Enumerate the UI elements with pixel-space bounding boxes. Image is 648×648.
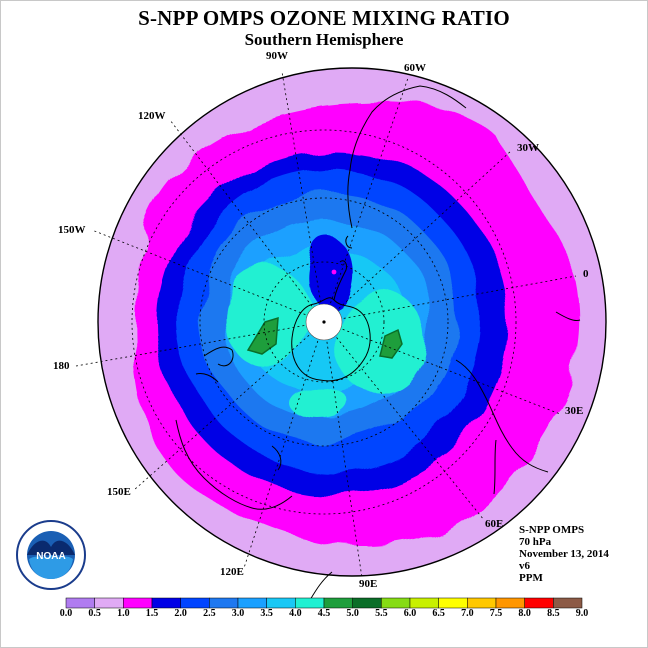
colorbar-swatch xyxy=(237,597,267,609)
tierra-del-fuego xyxy=(345,235,353,249)
lon-label-120w: 120W xyxy=(138,110,166,122)
colorbar-swatch xyxy=(209,597,239,609)
lon-label-150e: 150E xyxy=(107,486,131,498)
colorbar-tick-label: 5.5 xyxy=(375,608,388,619)
colorbar-tick-label: 3.5 xyxy=(260,608,273,619)
colorbar-swatch xyxy=(438,597,468,609)
australia-coast xyxy=(175,419,293,510)
contour-4.0-4.5-east xyxy=(336,292,428,396)
colorbar-swatch xyxy=(352,597,382,609)
south-africa-tip xyxy=(555,311,581,321)
colorbar-swatch xyxy=(94,597,124,609)
maximum-east xyxy=(379,328,403,359)
colorbar-tick-label: 8.5 xyxy=(547,608,560,619)
coastlines xyxy=(175,85,581,601)
lon-label-30w: 30W xyxy=(517,142,539,154)
info-version: v6 xyxy=(519,560,530,572)
colorbar-tick-label: 4.0 xyxy=(289,608,302,619)
colorbar-swatch xyxy=(65,597,95,609)
south-pole-marker xyxy=(322,320,326,324)
graticule xyxy=(75,71,577,579)
colorbar-tick-label: 3.0 xyxy=(231,608,245,619)
colorbar-tick-label: 1.0 xyxy=(117,608,130,619)
madagascar xyxy=(493,439,497,495)
map-subtitle: Southern Hemisphere xyxy=(244,30,404,49)
noaa-logo: NOAA xyxy=(15,519,87,591)
colorbar-tick-label: 5.0 xyxy=(346,608,359,619)
lon-label-30e: 30E xyxy=(565,405,584,417)
lon-label-60e: 60E xyxy=(485,518,504,530)
info-date: November 13, 2014 xyxy=(519,548,609,560)
new-zealand-south xyxy=(203,346,234,367)
colorbar-tick-label: 7.0 xyxy=(461,608,474,619)
colorbar-swatch xyxy=(524,597,554,609)
colorbar-tick-label: 2.0 xyxy=(174,608,187,619)
lon-label-60w: 60W xyxy=(404,62,426,74)
ozone-hole-core xyxy=(308,239,353,309)
colorbar-swatch xyxy=(180,597,210,609)
colorbar-swatch xyxy=(381,597,411,609)
noaa-logo-text: NOAA xyxy=(36,551,65,562)
colorbar-swatch xyxy=(266,597,296,609)
colorbar-tick-label: 0.0 xyxy=(59,608,73,619)
colorbar-swatch xyxy=(295,597,325,609)
colorbar-swatch xyxy=(123,597,153,609)
info-level: 70 hPa xyxy=(519,536,552,548)
contour-4.0-4.5-west xyxy=(224,268,312,368)
lon-label-90e: 90E xyxy=(359,578,378,590)
colorbar-tick-label: 6.5 xyxy=(432,608,445,619)
lon-label-90w: 90W xyxy=(266,50,288,62)
maximum-west xyxy=(246,316,279,355)
colorbar-tick-label: 4.5 xyxy=(317,608,331,619)
map-boundary xyxy=(97,67,607,577)
colorbar-swatch xyxy=(495,597,525,609)
tasmania xyxy=(271,445,282,471)
info-units: PPM xyxy=(519,572,543,584)
africa-coast xyxy=(455,359,549,473)
colorbar-tick-label: 0.5 xyxy=(88,608,101,619)
colorbar-swatch xyxy=(323,597,353,609)
colorbar-swatch xyxy=(467,597,497,609)
hole-minimum xyxy=(331,269,337,275)
colorbar-tick-label: 6.0 xyxy=(403,608,417,619)
info-instrument: S-NPP OMPS xyxy=(519,524,585,536)
colorbar xyxy=(65,597,583,609)
lon-label-180: 180 xyxy=(53,360,70,372)
colorbar-tick-label: 1.5 xyxy=(145,608,159,619)
colorbar-swatch xyxy=(151,597,181,609)
colorbar-tick-label: 9.0 xyxy=(575,608,589,619)
map-title: S-NPP OMPS OZONE MIXING RATIO xyxy=(138,6,510,30)
south-america-coast xyxy=(347,85,467,229)
antarctic-peninsula xyxy=(333,260,347,301)
colorbar-swatch xyxy=(409,597,439,609)
lon-label-0: 0 xyxy=(583,268,589,280)
colorbar-tick-label: 7.5 xyxy=(489,608,503,619)
lon-label-120e: 120E xyxy=(220,566,244,578)
contour-4.0-4.5-south xyxy=(290,388,350,420)
indonesia-coast xyxy=(309,571,333,601)
lon-label-150w: 150W xyxy=(58,224,86,236)
colorbar-tick-label: 8.0 xyxy=(518,608,531,619)
colorbar-tick-label: 2.5 xyxy=(203,608,216,619)
colorbar-swatch xyxy=(553,597,583,609)
new-zealand-north xyxy=(195,373,219,383)
antarctica-coastline xyxy=(291,297,371,382)
